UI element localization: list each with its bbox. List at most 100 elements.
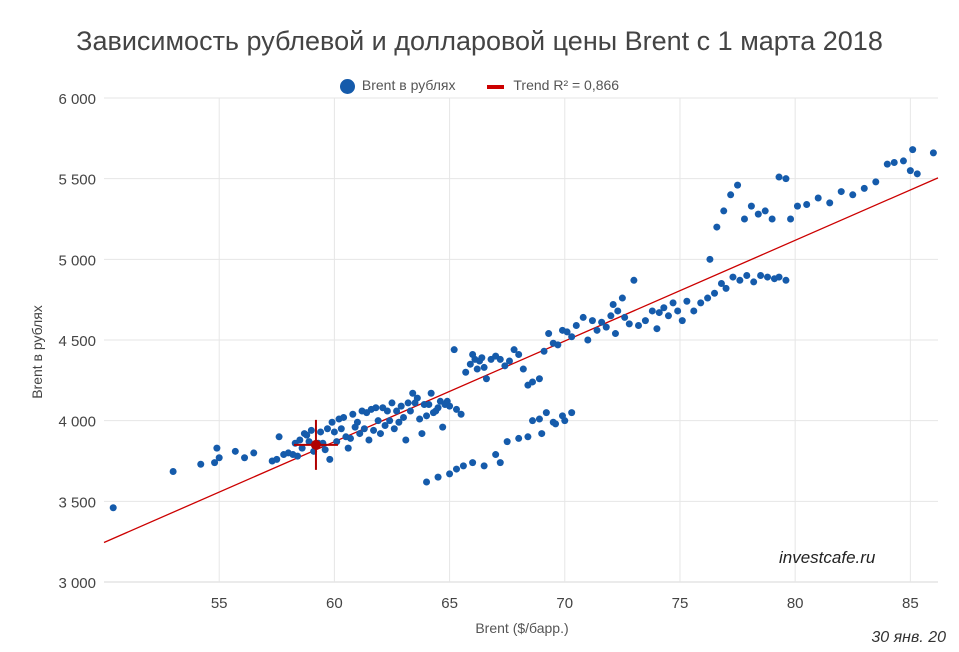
data-point[interactable]	[388, 399, 396, 407]
data-point[interactable]	[275, 433, 283, 441]
data-point[interactable]	[524, 433, 532, 441]
data-point[interactable]	[413, 394, 421, 402]
data-point[interactable]	[480, 363, 488, 371]
data-point[interactable]	[775, 273, 783, 281]
data-point[interactable]	[317, 428, 325, 436]
data-point[interactable]	[515, 434, 523, 442]
data-point[interactable]	[376, 430, 384, 438]
data-point[interactable]	[356, 430, 364, 438]
data-point[interactable]	[588, 317, 596, 325]
data-point[interactable]	[418, 430, 426, 438]
data-point[interactable]	[625, 320, 633, 328]
data-point[interactable]	[340, 413, 348, 421]
data-point[interactable]	[740, 215, 748, 223]
data-point[interactable]	[717, 280, 725, 288]
data-point[interactable]	[683, 297, 691, 305]
data-point[interactable]	[826, 199, 834, 207]
data-point[interactable]	[552, 420, 560, 428]
data-point[interactable]	[400, 413, 408, 421]
data-point[interactable]	[761, 207, 769, 215]
data-point[interactable]	[754, 210, 762, 218]
data-point[interactable]	[241, 454, 249, 462]
data-point[interactable]	[872, 178, 880, 186]
data-point[interactable]	[704, 294, 712, 302]
legend-item-trend[interactable]: Trend R² = 0,866	[487, 77, 619, 93]
data-point[interactable]	[711, 289, 719, 297]
data-point[interactable]	[323, 425, 331, 433]
data-point[interactable]	[706, 255, 714, 263]
data-point[interactable]	[757, 271, 765, 279]
data-point[interactable]	[307, 426, 315, 434]
data-point[interactable]	[330, 428, 338, 436]
data-point[interactable]	[674, 307, 682, 315]
data-point[interactable]	[814, 194, 822, 202]
data-point[interactable]	[678, 317, 686, 325]
data-point[interactable]	[439, 423, 447, 431]
data-point[interactable]	[648, 307, 656, 315]
data-point[interactable]	[360, 425, 368, 433]
data-point[interactable]	[406, 407, 414, 415]
data-point[interactable]	[609, 301, 617, 309]
data-point[interactable]	[496, 355, 504, 363]
data-point[interactable]	[492, 451, 500, 459]
data-point[interactable]	[383, 407, 391, 415]
data-point[interactable]	[423, 412, 431, 420]
data-point[interactable]	[386, 417, 394, 425]
data-point[interactable]	[697, 299, 705, 307]
data-point[interactable]	[169, 467, 177, 475]
data-point[interactable]	[584, 336, 592, 344]
data-point[interactable]	[787, 215, 795, 223]
data-point[interactable]	[747, 202, 755, 210]
data-point[interactable]	[793, 202, 801, 210]
data-point[interactable]	[337, 425, 345, 433]
data-point[interactable]	[273, 455, 281, 463]
data-point[interactable]	[641, 317, 649, 325]
data-point[interactable]	[211, 459, 219, 467]
data-point[interactable]	[611, 330, 619, 338]
data-point[interactable]	[655, 309, 663, 317]
data-point[interactable]	[501, 362, 509, 370]
data-point[interactable]	[913, 170, 921, 178]
data-point[interactable]	[469, 459, 477, 467]
data-point[interactable]	[561, 417, 569, 425]
data-point[interactable]	[427, 389, 435, 397]
data-point[interactable]	[374, 417, 382, 425]
data-point[interactable]	[607, 312, 615, 320]
data-point[interactable]	[349, 410, 357, 418]
data-point[interactable]	[660, 304, 668, 312]
data-point[interactable]	[215, 454, 223, 462]
data-point[interactable]	[109, 504, 117, 512]
data-point[interactable]	[425, 401, 433, 409]
data-point[interactable]	[298, 444, 306, 452]
data-point[interactable]	[353, 418, 361, 426]
data-point[interactable]	[365, 436, 373, 444]
data-point[interactable]	[457, 410, 465, 418]
data-point[interactable]	[563, 328, 571, 336]
data-point[interactable]	[764, 273, 772, 281]
data-point[interactable]	[529, 417, 537, 425]
data-point[interactable]	[554, 341, 562, 349]
data-point[interactable]	[473, 365, 481, 373]
data-point[interactable]	[370, 426, 378, 434]
data-point[interactable]	[452, 405, 460, 413]
data-point[interactable]	[197, 460, 205, 468]
data-point[interactable]	[602, 323, 610, 331]
data-point[interactable]	[538, 430, 546, 438]
data-point[interactable]	[614, 307, 622, 315]
data-point[interactable]	[540, 347, 548, 355]
data-point[interactable]	[510, 346, 518, 354]
data-point[interactable]	[397, 402, 405, 410]
data-point[interactable]	[393, 407, 401, 415]
data-point[interactable]	[466, 360, 474, 368]
data-point[interactable]	[782, 175, 790, 183]
data-point[interactable]	[213, 444, 221, 452]
data-point[interactable]	[296, 436, 304, 444]
data-point[interactable]	[664, 312, 672, 320]
data-point[interactable]	[535, 375, 543, 383]
data-point[interactable]	[434, 473, 442, 481]
data-point[interactable]	[404, 399, 412, 407]
data-point[interactable]	[423, 478, 431, 486]
data-point[interactable]	[446, 470, 454, 478]
data-point[interactable]	[446, 402, 454, 410]
data-point[interactable]	[390, 425, 398, 433]
